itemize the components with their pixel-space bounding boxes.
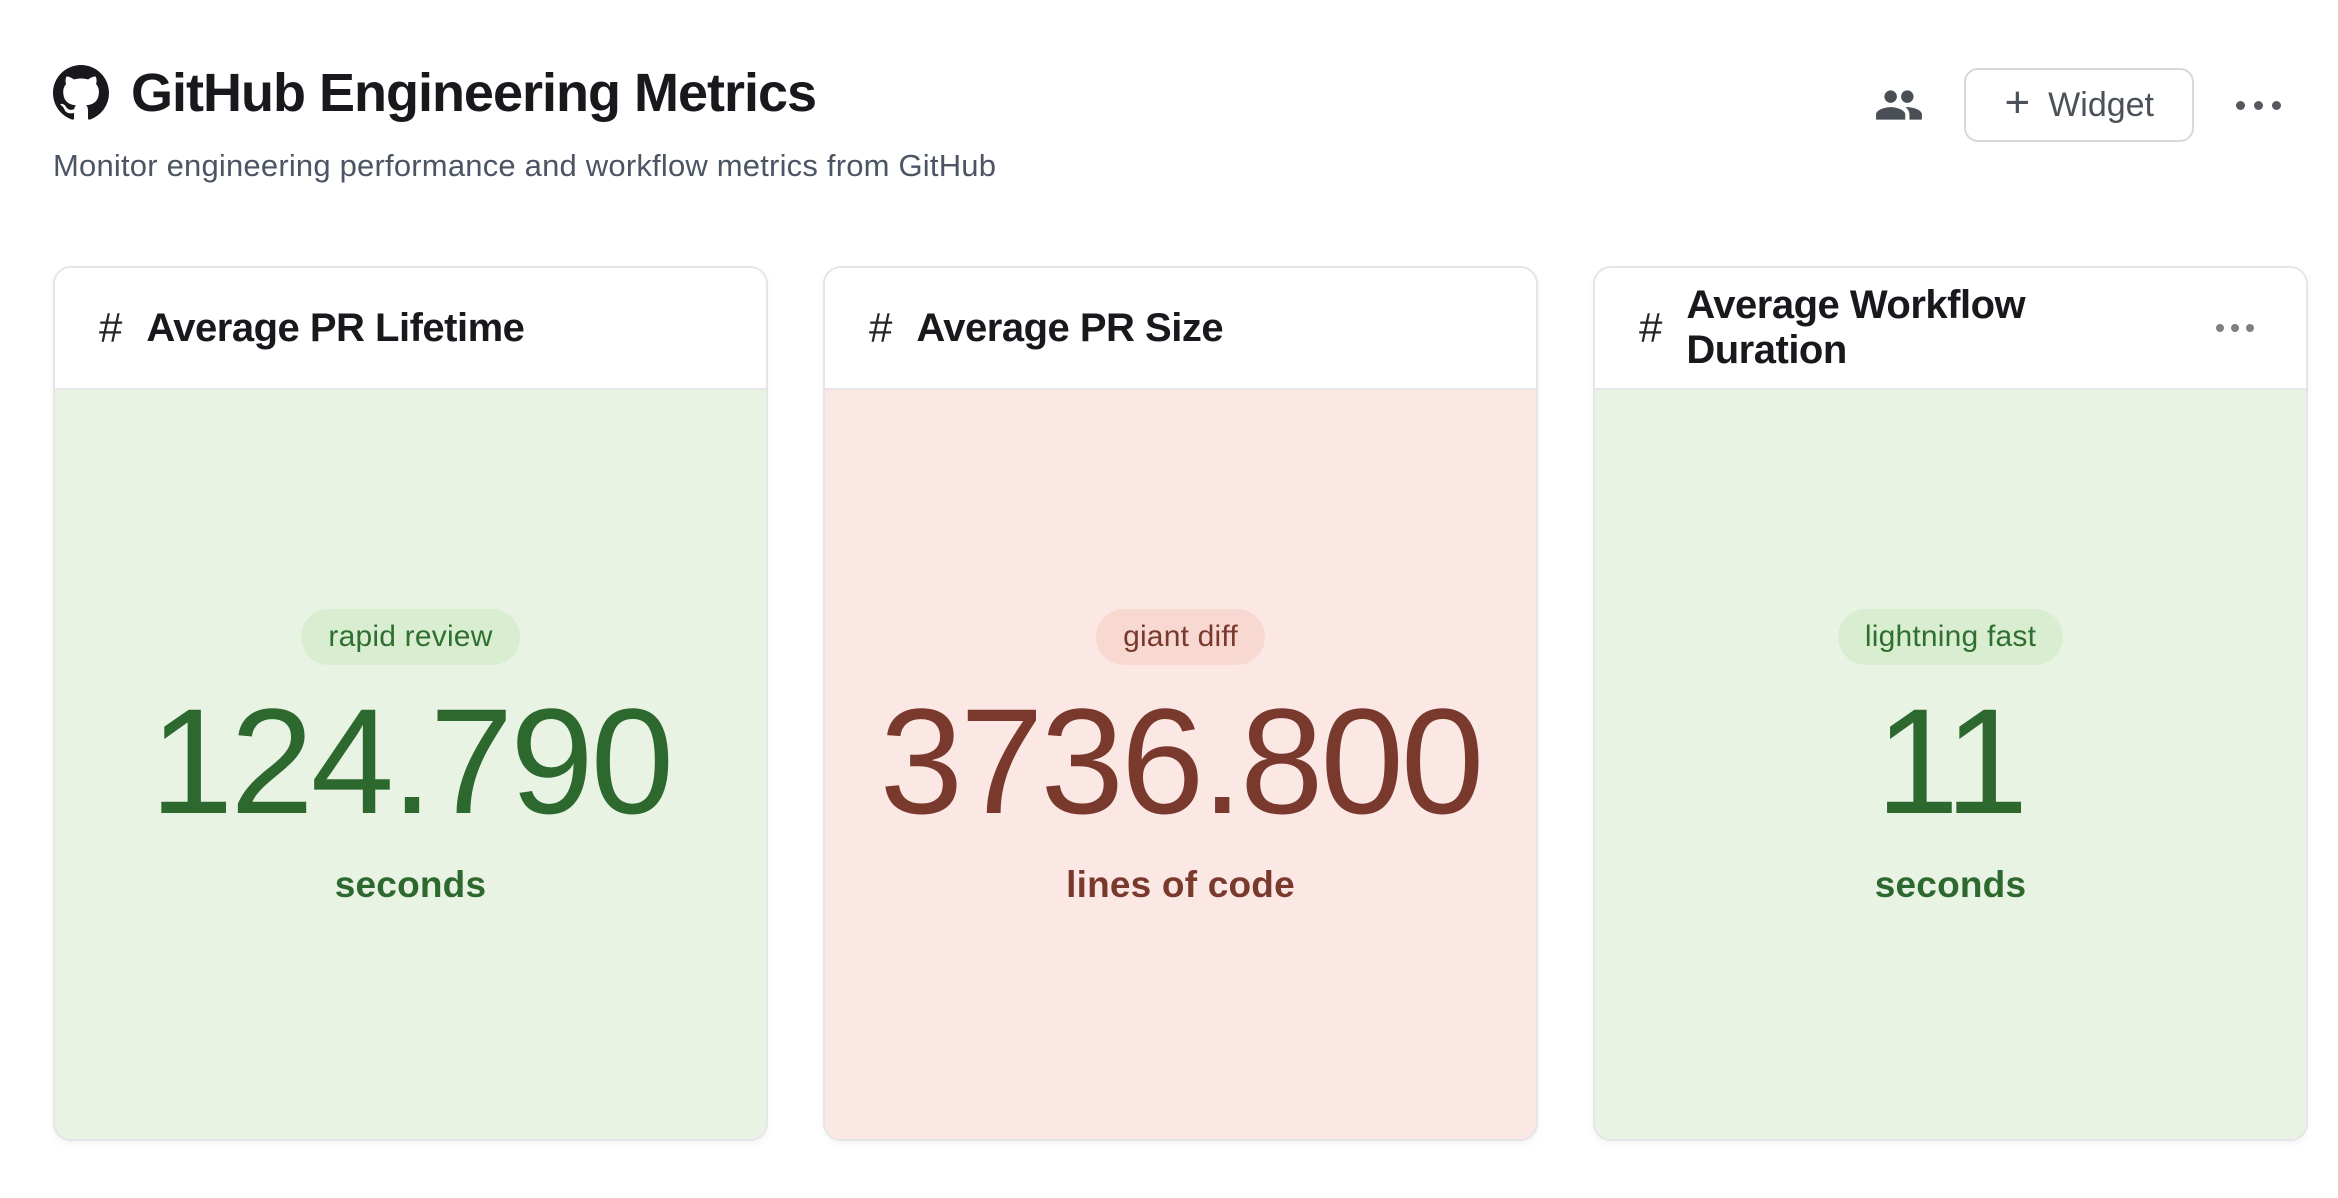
card-title: Average Workflow Duration: [1686, 283, 2026, 372]
card-header: # Average Workflow Duration: [1595, 268, 2306, 390]
dashboard-page: GitHub Engineering Metrics Monitor engin…: [53, 62, 2308, 1141]
metric-value: 3736.800: [879, 676, 1485, 845]
card-header: # Average PR Size: [825, 268, 1536, 390]
card-title: Average PR Lifetime: [146, 305, 525, 350]
status-badge: giant diff: [1096, 608, 1265, 665]
add-widget-label: Widget: [2048, 85, 2154, 124]
number-metric-icon: #: [99, 304, 123, 351]
dashboard-menu-ellipsis-icon[interactable]: [2234, 91, 2283, 120]
card-title: Average PR Size: [916, 305, 1224, 350]
number-metric-icon: #: [1639, 304, 1663, 351]
card-body: giant diff 3736.800 lines of code: [825, 390, 1536, 1139]
github-logo-icon: [53, 65, 109, 120]
card-average-workflow-duration[interactable]: # Average Workflow Duration lightning fa…: [1593, 266, 2308, 1141]
card-menu-ellipsis-icon[interactable]: [2208, 316, 2262, 340]
card-body: lightning fast 11 seconds: [1595, 390, 2306, 1139]
number-metric-icon: #: [869, 304, 893, 351]
metric-value: 124.790: [149, 676, 674, 845]
page-subtitle: Monitor engineering performance and work…: [53, 148, 997, 183]
metric-value: 11: [1875, 676, 2029, 845]
metric-unit: lines of code: [1066, 864, 1295, 906]
card-body: rapid review 124.790 seconds: [55, 390, 766, 1139]
cards-row: # Average PR Lifetime rapid review 124.7…: [53, 266, 2308, 1141]
add-widget-button[interactable]: + Widget: [1964, 68, 2194, 142]
metric-unit: seconds: [1874, 864, 2027, 906]
title-group: GitHub Engineering Metrics: [53, 62, 996, 124]
metric-unit: seconds: [334, 864, 487, 906]
card-average-pr-lifetime[interactable]: # Average PR Lifetime rapid review 124.7…: [53, 266, 768, 1141]
header-left: GitHub Engineering Metrics Monitor engin…: [53, 62, 996, 184]
plus-icon: +: [2004, 78, 2031, 127]
toolbar: + Widget: [1874, 68, 2283, 142]
people-icon[interactable]: [1874, 80, 1924, 130]
card-header: # Average PR Lifetime: [55, 268, 766, 390]
dashboard-header: GitHub Engineering Metrics Monitor engin…: [53, 62, 2308, 184]
status-badge: rapid review: [301, 608, 520, 665]
card-average-pr-size[interactable]: # Average PR Size giant diff 3736.800 li…: [823, 266, 1538, 1141]
page-title: GitHub Engineering Metrics: [131, 63, 817, 123]
status-badge: lightning fast: [1837, 608, 2064, 665]
